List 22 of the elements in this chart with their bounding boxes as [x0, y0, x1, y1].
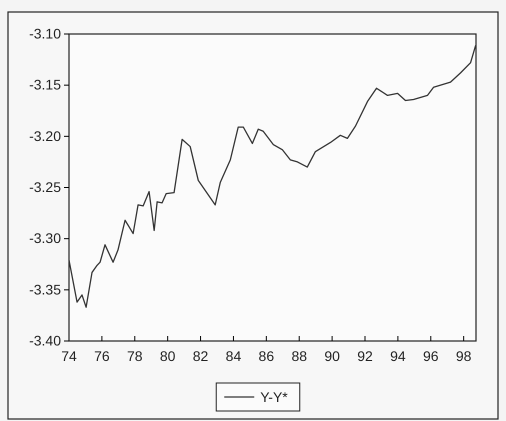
x-tick-label: 88 [291, 348, 308, 364]
y-tick-label: -3.15 [29, 76, 62, 93]
x-tick-label: 82 [192, 348, 209, 364]
x-tick-label: 74 [61, 348, 77, 364]
x-tick-label: 86 [258, 348, 274, 364]
legend-label: Y-Y* [260, 389, 288, 405]
y-tick-label: -3.35 [29, 281, 62, 298]
x-tick-label: 80 [160, 348, 176, 364]
x-tick-label: 96 [422, 348, 439, 364]
x-tick-label: 78 [126, 348, 143, 364]
y-tick-label: -3.25 [29, 178, 62, 195]
y-tick-label: -3.40 [29, 332, 62, 348]
x-tick-label: 76 [94, 348, 110, 364]
x-tick-label: 94 [390, 348, 406, 364]
x-tick-label: 90 [324, 348, 340, 364]
x-tick-label: 92 [357, 348, 373, 364]
y-tick-label: -3.20 [29, 128, 62, 144]
y-tick-label: -3.30 [29, 230, 62, 246]
y-tick-label: -3.10 [29, 25, 62, 42]
line-series [68, 44, 476, 308]
x-tick-label: 84 [226, 348, 242, 364]
x-tick-label: 98 [456, 348, 472, 364]
